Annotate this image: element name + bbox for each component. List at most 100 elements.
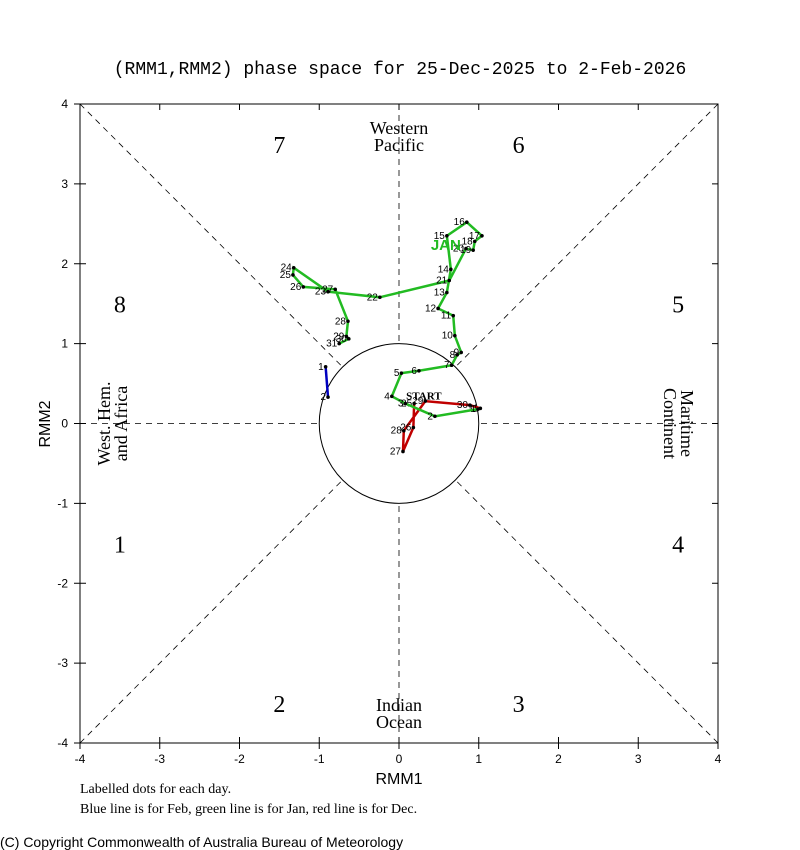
phase-divider — [79, 479, 343, 744]
day-dot — [468, 403, 472, 407]
day-label: 19 — [460, 245, 472, 256]
day-dot — [411, 425, 416, 430]
day-label: 27 — [390, 446, 402, 457]
phase-label: 6 — [513, 133, 525, 159]
unit-circle — [318, 343, 480, 504]
note: Blue line is for Feb, green line is for … — [80, 802, 417, 817]
y-tick-label: 1 — [61, 337, 68, 351]
day-label: 30 — [457, 400, 469, 411]
region-label: Maritime — [677, 390, 697, 457]
day-dot — [291, 273, 295, 277]
day-label: 5 — [394, 368, 400, 379]
day-dot — [449, 363, 454, 367]
day-dot — [412, 401, 416, 406]
x-tick-label: -4 — [75, 752, 86, 766]
day-label: 11 — [441, 311, 452, 322]
x-tick-label: 2 — [555, 752, 562, 766]
phase-label: 1 — [114, 532, 126, 558]
day-dot — [464, 246, 468, 251]
day-label: 7 — [444, 360, 450, 371]
day-label: 17 — [469, 231, 481, 242]
note: Labelled dots for each day. — [80, 782, 231, 797]
day-label: 2 — [320, 392, 326, 403]
day-label: 20 — [453, 244, 465, 255]
day-dot — [378, 295, 382, 300]
chart-title: (RMM1,RMM2) phase space for 25-Dec-2025 … — [114, 60, 687, 80]
y-tick-label: -1 — [57, 496, 68, 510]
day-dot — [323, 364, 328, 369]
day-dot — [471, 248, 475, 252]
day-label: 21 — [436, 276, 448, 287]
day-dot — [455, 353, 460, 357]
day-label: 15 — [434, 231, 446, 242]
day-dot — [344, 334, 349, 339]
day-dot — [459, 350, 464, 355]
day-dot — [346, 337, 351, 341]
region-label: Continent — [660, 388, 680, 459]
day-label: 30 — [336, 334, 348, 345]
day-dot — [326, 395, 330, 399]
day-dot — [401, 428, 406, 433]
day-dot — [464, 220, 469, 225]
day-label: 13 — [434, 288, 446, 299]
day-label: 25 — [280, 270, 292, 281]
y-tick-label: -2 — [57, 576, 68, 590]
phase-label: 2 — [273, 692, 285, 718]
day-dot — [445, 233, 449, 238]
day-label: 14 — [438, 264, 450, 275]
day-dot — [403, 401, 408, 406]
phase-divider — [455, 103, 719, 368]
day-dot — [399, 371, 404, 375]
month-label: JAN — [431, 237, 461, 254]
day-dot — [333, 287, 338, 292]
day-label: 24 — [281, 263, 293, 274]
day-label: 1 — [318, 362, 324, 373]
day-dot — [417, 368, 421, 373]
day-label: 28 — [391, 426, 403, 437]
x-axis-label: RMM1 — [375, 771, 422, 788]
day-dot — [480, 233, 484, 238]
day-label: 12 — [425, 303, 437, 314]
phase-label: 7 — [273, 133, 285, 159]
phase-label: 5 — [672, 293, 684, 319]
y-tick-label: 4 — [61, 97, 68, 111]
day-dot — [390, 394, 394, 399]
day-label: 9 — [454, 347, 460, 358]
region-label: Pacific — [374, 135, 424, 155]
day-label: 31 — [326, 339, 338, 350]
day-label: 23 — [315, 287, 327, 298]
day-label: 26 — [290, 282, 302, 293]
day-label: 10 — [442, 331, 454, 342]
x-tick-label: 1 — [475, 752, 482, 766]
copyright: (C) Copyright Commonwealth of Australia … — [0, 834, 403, 850]
day-label: 3 — [398, 399, 404, 410]
phase-divider — [79, 103, 343, 368]
day-dot — [445, 290, 449, 295]
day-dot — [291, 265, 296, 270]
day-label: 22 — [367, 292, 379, 303]
day-label: 4 — [384, 391, 390, 402]
y-tick-label: -3 — [57, 656, 68, 670]
region-label: Ocean — [376, 712, 422, 732]
day-label: 8 — [450, 350, 456, 361]
day-dot — [337, 341, 341, 346]
day-label: 27 — [322, 284, 334, 295]
phase-label: 4 — [672, 532, 684, 558]
day-dot — [451, 313, 456, 318]
phase-label: 8 — [114, 293, 126, 319]
x-tick-label: 0 — [396, 752, 403, 766]
day-dot — [301, 285, 306, 289]
y-tick-label: -4 — [57, 736, 68, 750]
y-tick-label: 2 — [61, 257, 68, 271]
x-tick-label: -1 — [314, 752, 325, 766]
day-label: 18 — [462, 236, 474, 247]
day-dot — [401, 449, 405, 454]
day-dot — [326, 289, 330, 294]
day-label: 6 — [411, 366, 417, 377]
day-label: 16 — [454, 217, 466, 228]
day-label: 29 — [412, 396, 424, 407]
x-tick-label: -2 — [234, 752, 245, 766]
y-tick-label: 0 — [61, 417, 68, 431]
region-label: and Africa — [111, 386, 131, 461]
